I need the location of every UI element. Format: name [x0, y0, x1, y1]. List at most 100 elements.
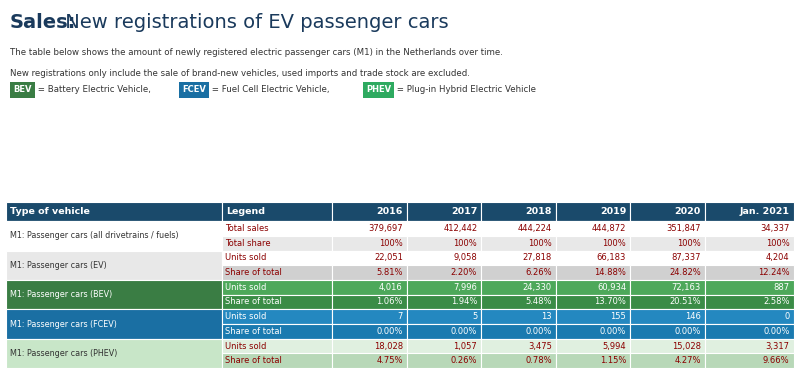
FancyBboxPatch shape — [363, 82, 394, 98]
Text: 146: 146 — [685, 312, 701, 321]
Bar — [406, 280, 482, 295]
Text: 18,028: 18,028 — [374, 342, 402, 351]
FancyBboxPatch shape — [10, 82, 35, 98]
Text: 60,934: 60,934 — [597, 283, 626, 292]
Text: = Plug-in Hybrid Electric Vehicle: = Plug-in Hybrid Electric Vehicle — [394, 85, 535, 94]
Text: 351,847: 351,847 — [666, 224, 701, 233]
Bar — [406, 339, 482, 353]
Text: 1.06%: 1.06% — [376, 298, 402, 306]
Text: 0.00%: 0.00% — [600, 327, 626, 336]
Bar — [630, 265, 705, 280]
Text: Total share: Total share — [226, 239, 271, 248]
Text: M1: Passenger cars (BEV): M1: Passenger cars (BEV) — [10, 290, 113, 299]
Bar — [6, 221, 222, 251]
Text: 1.94%: 1.94% — [451, 298, 478, 306]
Text: M1: Passenger cars (PHEV): M1: Passenger cars (PHEV) — [10, 349, 118, 358]
Bar — [556, 309, 630, 324]
Bar — [482, 309, 556, 324]
Text: Type of vehicle: Type of vehicle — [10, 207, 90, 216]
Text: Units sold: Units sold — [226, 253, 267, 262]
Bar — [556, 295, 630, 309]
Bar — [222, 251, 332, 265]
Bar — [332, 295, 406, 309]
Bar — [556, 236, 630, 251]
Bar — [332, 339, 406, 353]
Text: Units sold: Units sold — [226, 312, 267, 321]
Bar — [222, 295, 332, 309]
Text: 2019: 2019 — [600, 207, 626, 216]
Bar — [332, 353, 406, 368]
Bar — [332, 202, 406, 221]
Text: 100%: 100% — [602, 239, 626, 248]
Text: 20.51%: 20.51% — [669, 298, 701, 306]
Text: New registrations only include the sale of brand-new vehicles, used imports and : New registrations only include the sale … — [10, 69, 470, 78]
Text: 3,317: 3,317 — [766, 342, 790, 351]
Bar — [556, 324, 630, 339]
Bar — [630, 280, 705, 295]
Bar — [630, 221, 705, 236]
Text: M1: Passenger cars (EV): M1: Passenger cars (EV) — [10, 261, 107, 270]
Text: 4.27%: 4.27% — [674, 356, 701, 365]
Text: New registrations of EV passenger cars: New registrations of EV passenger cars — [59, 13, 449, 32]
Bar — [482, 280, 556, 295]
Text: 5.48%: 5.48% — [526, 298, 552, 306]
Bar — [6, 339, 222, 368]
Bar — [222, 353, 332, 368]
Bar — [556, 339, 630, 353]
Bar — [705, 324, 794, 339]
Bar — [705, 295, 794, 309]
Text: Legend: Legend — [226, 207, 266, 216]
Bar — [332, 324, 406, 339]
Text: BEV: BEV — [13, 85, 32, 94]
Bar — [556, 202, 630, 221]
Text: Share of total: Share of total — [226, 356, 282, 365]
Bar — [222, 324, 332, 339]
Bar — [630, 309, 705, 324]
Text: 2018: 2018 — [526, 207, 552, 216]
Text: 7,996: 7,996 — [454, 283, 478, 292]
Bar — [406, 236, 482, 251]
Bar — [406, 353, 482, 368]
Text: 0.00%: 0.00% — [526, 327, 552, 336]
Bar — [705, 353, 794, 368]
Bar — [705, 309, 794, 324]
Bar — [630, 202, 705, 221]
Bar — [406, 251, 482, 265]
Bar — [332, 265, 406, 280]
Bar — [222, 236, 332, 251]
Bar — [630, 353, 705, 368]
Bar — [222, 339, 332, 353]
Text: 2017: 2017 — [451, 207, 478, 216]
Text: 0.78%: 0.78% — [525, 356, 552, 365]
Text: 5.81%: 5.81% — [376, 268, 402, 277]
FancyBboxPatch shape — [179, 82, 210, 98]
Text: 5: 5 — [472, 312, 478, 321]
Text: Share of total: Share of total — [226, 327, 282, 336]
Text: Units sold: Units sold — [226, 342, 267, 351]
Text: 444,224: 444,224 — [518, 224, 552, 233]
Text: 100%: 100% — [677, 239, 701, 248]
Bar — [6, 251, 222, 280]
Bar — [556, 280, 630, 295]
Bar — [332, 221, 406, 236]
Bar — [332, 236, 406, 251]
Text: 22,051: 22,051 — [374, 253, 402, 262]
Text: 13: 13 — [541, 312, 552, 321]
Text: 379,697: 379,697 — [368, 224, 402, 233]
Text: 7: 7 — [398, 312, 402, 321]
Bar — [630, 324, 705, 339]
Bar — [332, 309, 406, 324]
Bar — [556, 251, 630, 265]
Text: 14.88%: 14.88% — [594, 268, 626, 277]
Text: 887: 887 — [774, 283, 790, 292]
Text: 5,994: 5,994 — [602, 342, 626, 351]
Bar — [222, 221, 332, 236]
Text: 9,058: 9,058 — [454, 253, 478, 262]
Bar — [482, 353, 556, 368]
Text: 13.70%: 13.70% — [594, 298, 626, 306]
Bar — [705, 202, 794, 221]
Text: = Battery Electric Vehicle,: = Battery Electric Vehicle, — [35, 85, 154, 94]
Bar — [6, 309, 222, 339]
Text: M1: Passenger cars (FCEV): M1: Passenger cars (FCEV) — [10, 319, 118, 328]
Bar — [630, 295, 705, 309]
